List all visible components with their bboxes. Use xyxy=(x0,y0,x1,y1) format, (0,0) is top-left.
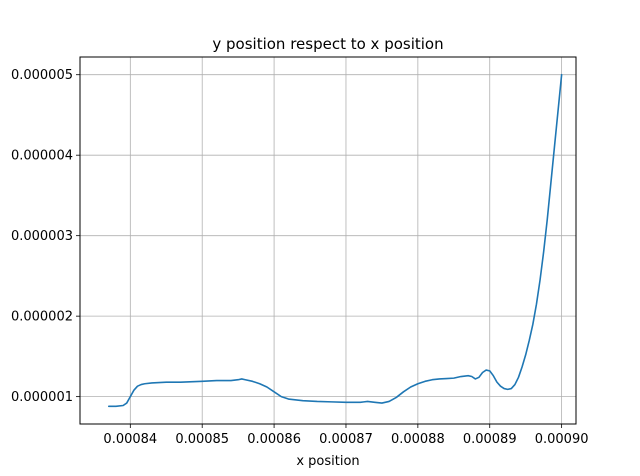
x-tick-label: 0.00084 xyxy=(103,432,157,447)
x-tick-label: 0.00086 xyxy=(247,432,301,447)
x-tick-label: 0.00088 xyxy=(391,432,445,447)
series-line xyxy=(107,73,563,408)
grid-lines xyxy=(80,57,576,424)
y-tick-label: 0.000003 xyxy=(11,229,73,244)
x-tick-label: 0.00089 xyxy=(463,432,517,447)
chart-title: y position respect to x position xyxy=(212,35,443,53)
x-tick-label: 0.00085 xyxy=(175,432,229,447)
x-tick-label: 0.00090 xyxy=(535,432,589,447)
y-tick-label: 0.000002 xyxy=(11,310,73,325)
x-axis-label: x position xyxy=(296,454,359,469)
series-layer xyxy=(107,73,563,408)
y-tick-label: 0.000001 xyxy=(11,390,73,405)
x-tick-label: 0.00087 xyxy=(319,432,373,447)
y-tick-label: 0.000004 xyxy=(11,149,73,164)
axes-layer: 0.00084 0.00085 0.00086 0.00087 0.00088 0.000… xyxy=(11,68,589,447)
plot-frame xyxy=(79,56,577,425)
y-tick-label: 0.000005 xyxy=(11,68,73,83)
